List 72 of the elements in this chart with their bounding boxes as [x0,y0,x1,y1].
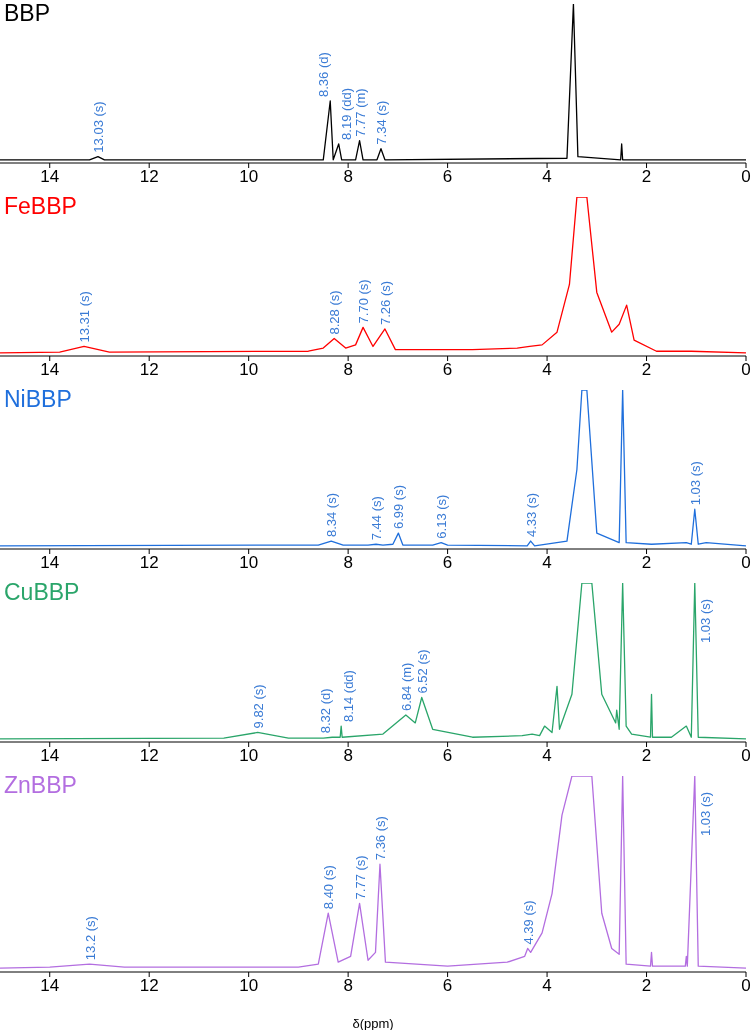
x-tick-label: 2 [641,553,652,573]
annotation: 1.03 (s) [687,461,703,506]
annotation: 7.34 (s) [373,100,389,145]
x-tick-label: 6 [442,553,453,573]
annotation: 7.36 (s) [372,816,388,861]
x-tick-label: 8 [343,976,353,996]
x-tick-label: 10 [239,360,259,380]
x-tick-label: 6 [442,167,453,187]
x-tick-label: 10 [239,746,259,766]
x-tick-label: 12 [139,360,159,380]
x-tick-label: 2 [641,746,652,766]
chart-title: NiBBP [4,386,72,412]
annotation: 1.03 (s) [697,598,713,643]
x-tick-label: 14 [40,553,60,573]
x-tick-label: 10 [239,167,259,187]
x-tick-label: 0 [741,746,751,766]
x-tick-label: 0 [741,976,751,996]
annotation: 4.39 (s) [520,900,536,945]
x-tick-label: 4 [542,976,552,996]
x-tick-label: 4 [542,167,552,187]
x-tick-label: 12 [139,976,159,996]
x-tick-label: 14 [40,746,60,766]
x-tick-label: 6 [442,360,453,380]
annotation: 8.40 (s) [321,865,337,910]
annotation: 13.03 (s) [90,101,106,153]
x-tick-label: 0 [741,167,751,187]
x-tick-label: 8 [343,167,353,187]
x-tick-label: 12 [139,553,159,573]
annotation: 6.52 (s) [414,649,430,694]
chart-title: FeBBP [4,193,77,219]
x-tick-label: 4 [542,746,552,766]
x-tick-label: 6 [442,976,453,996]
x-tick-label: 0 [741,360,751,380]
x-tick-label: 2 [641,976,652,996]
x-tick-label: 6 [442,746,453,766]
annotation: 13.31 (s) [77,291,93,343]
annotation: 8.14 (dd) [341,670,357,723]
annotation: 7.70 (s) [356,279,372,324]
chart-title: BBP [4,0,51,26]
annotation: 8.28 (s) [327,290,343,335]
x-tick-label: 14 [40,976,60,996]
annotation: 7.26 (s) [377,280,393,325]
chart-title: ZnBBP [4,772,77,798]
x-tick-label: 12 [139,746,159,766]
annotation: 8.34 (s) [324,492,340,538]
x-tick-label: 14 [40,167,60,187]
x-tick-label: 4 [542,360,552,380]
annotation: 7.44 (s) [368,496,384,541]
x-axis-title: δ(ppm) [352,1016,394,1030]
annotation: 13.2 (s) [82,916,98,961]
x-tick-label: 10 [239,976,259,996]
annotation: 7.77 (s) [352,855,368,900]
chart-title: CuBBP [4,579,80,605]
annotation: 4.33 (s) [523,492,539,538]
x-tick-label: 4 [542,553,552,573]
x-tick-label: 12 [139,167,159,187]
annotation: 6.13 (s) [434,494,450,539]
annotation: 6.99 (s) [391,485,407,530]
annotation: 9.82 (s) [250,684,266,729]
annotation: 8.32 (d) [318,688,334,734]
x-tick-label: 2 [641,360,652,380]
annotation: 8.36 (d) [316,52,332,97]
annotation: 6.84 (m) [398,662,414,711]
x-tick-label: 8 [343,746,353,766]
x-tick-label: 2 [641,167,652,187]
x-tick-label: 10 [239,553,259,573]
x-tick-label: 14 [40,360,60,380]
annotation: 8.19 (dd) [338,87,354,140]
x-tick-label: 8 [343,553,353,573]
annotation: 1.03 (s) [697,791,713,836]
x-tick-label: 8 [343,360,353,380]
x-tick-label: 0 [741,553,751,573]
